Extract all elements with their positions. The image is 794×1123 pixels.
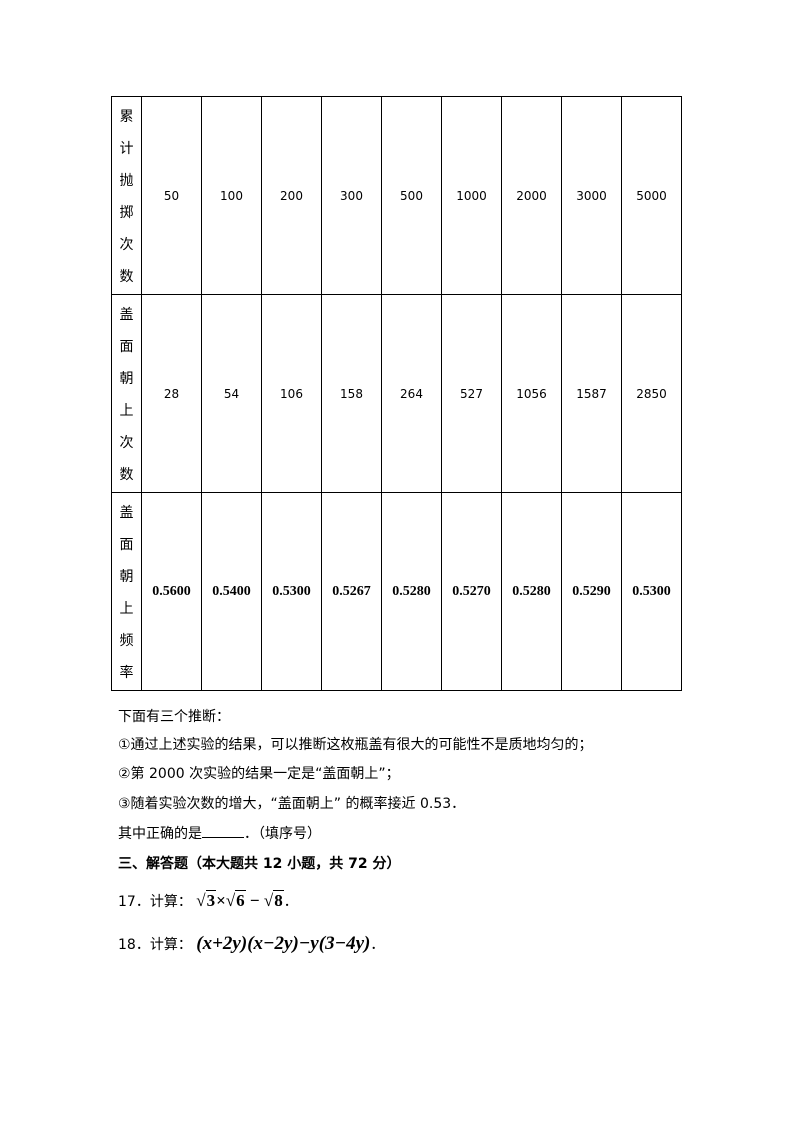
table-cell: 54 bbox=[201, 294, 262, 493]
table-cell: 100 bbox=[201, 96, 262, 295]
row-header: 盖面朝上次数 bbox=[111, 294, 142, 493]
row-header-char: 朝 bbox=[119, 370, 134, 387]
row-header-char: 率 bbox=[119, 664, 134, 681]
question-17: 17．计算： √3×√6 − √8． bbox=[118, 890, 298, 910]
table-cell: 3000 bbox=[561, 96, 622, 295]
row-header: 累计抛掷次数 bbox=[111, 96, 142, 295]
row-header-char: 频 bbox=[119, 632, 134, 649]
q17-formula: √3×√6 − √8 bbox=[196, 890, 284, 910]
table-cell: 0.5600 bbox=[141, 492, 202, 691]
inference-2: ②第 2000 次实验的结果一定是“盖面朝上”； bbox=[118, 766, 400, 782]
table-row: 盖面朝上频率 0.5600 0.5400 0.5300 0.5267 0.5280 0.52… bbox=[111, 492, 682, 691]
answer-suffix: ．（填序号） bbox=[244, 826, 321, 842]
q17-prefix: 17．计算： bbox=[118, 894, 192, 910]
table-cell: 0.5280 bbox=[381, 492, 442, 691]
row-header-char: 上 bbox=[119, 402, 134, 419]
table-cell: 1000 bbox=[441, 96, 502, 295]
table-cell: 0.5290 bbox=[561, 492, 622, 691]
row-header-char: 上 bbox=[119, 600, 134, 617]
table-cell: 1587 bbox=[561, 294, 622, 493]
inference-1: ①通过上述实验的结果，可以推断这枚瓶盖有很大的可能性不是质地均匀的； bbox=[118, 737, 593, 753]
table-cell: 0.5300 bbox=[621, 492, 682, 691]
q18-prefix: 18．计算： bbox=[118, 937, 192, 953]
table-cell: 0.5280 bbox=[501, 492, 562, 691]
table-cell: 500 bbox=[381, 96, 442, 295]
table-row: 盖面朝上次数 28 54 106 158 264 527 1056 1587 2850 bbox=[111, 294, 682, 493]
row-header-char: 计 bbox=[119, 140, 134, 157]
table-cell: 200 bbox=[261, 96, 322, 295]
table-cell: 158 bbox=[321, 294, 382, 493]
row-header-char: 盖 bbox=[119, 306, 134, 323]
table-cell: 50 bbox=[141, 96, 202, 295]
table-cell: 0.5270 bbox=[441, 492, 502, 691]
answer-line: 其中正确的是 ．（填序号） bbox=[118, 823, 321, 843]
table-cell: 2850 bbox=[621, 294, 682, 493]
table-cell: 527 bbox=[441, 294, 502, 493]
row-header-char: 抛 bbox=[119, 172, 134, 189]
table-cell: 0.5300 bbox=[261, 492, 322, 691]
table-cell: 0.5400 bbox=[201, 492, 262, 691]
answer-blank[interactable] bbox=[202, 823, 244, 838]
q18-formula: (x+2y)(x−2y)−y(3−4y) bbox=[196, 933, 371, 954]
table-cell: 1056 bbox=[501, 294, 562, 493]
inference-3: ③随着实验次数的增大，“盖面朝上” 的概率接近 0.53． bbox=[118, 796, 466, 812]
table-cell: 5000 bbox=[621, 96, 682, 295]
intro-text: 下面有三个推断： bbox=[118, 709, 230, 725]
row-header-char: 朝 bbox=[119, 568, 134, 585]
row-header-char: 次 bbox=[119, 236, 134, 253]
row-header-char: 面 bbox=[119, 338, 134, 355]
row-header-char: 累 bbox=[119, 108, 134, 125]
experiment-table: 累计抛掷次数 50 100 200 300 500 1000 2000 3000 5000 盖面朝上… bbox=[111, 96, 682, 691]
table-cell: 106 bbox=[261, 294, 322, 493]
row-header-char: 数 bbox=[119, 268, 134, 285]
table-cell: 2000 bbox=[501, 96, 562, 295]
table-cell: 300 bbox=[321, 96, 382, 295]
table-cell: 0.5267 bbox=[321, 492, 382, 691]
table-cell: 264 bbox=[381, 294, 442, 493]
row-header-char: 掷 bbox=[119, 204, 134, 221]
row-header-char: 盖 bbox=[119, 504, 134, 521]
row-header-char: 次 bbox=[119, 434, 134, 451]
table-row: 累计抛掷次数 50 100 200 300 500 1000 2000 3000 5000 bbox=[111, 96, 682, 295]
question-18: 18．计算： (x+2y)(x−2y)−y(3−4y)． bbox=[118, 933, 385, 954]
section-heading: 三、解答题（本大题共 12 小题，共 72 分） bbox=[118, 856, 401, 872]
table-cell: 28 bbox=[141, 294, 202, 493]
row-header-char: 数 bbox=[119, 466, 134, 483]
row-header-char: 面 bbox=[119, 536, 134, 553]
answer-prefix: 其中正确的是 bbox=[118, 826, 202, 842]
row-header: 盖面朝上频率 bbox=[111, 492, 142, 691]
